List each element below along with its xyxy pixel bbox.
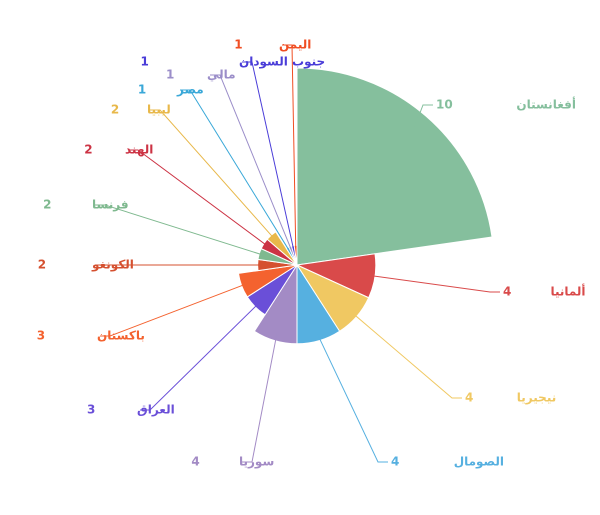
slice: [253, 263, 298, 345]
data-label-name: مالي: [207, 68, 236, 82]
data-label-name: الهند: [125, 143, 153, 157]
leader-line: [316, 332, 388, 463]
data-label-value: 2: [111, 103, 119, 117]
leader-line: [412, 104, 433, 132]
data-label-value: 3: [37, 329, 45, 343]
data-label-value: 4: [191, 455, 199, 469]
leader-line: [242, 61, 294, 248]
data-label-value: 1: [234, 38, 242, 52]
data-label-name: جنوب السودان: [239, 55, 325, 70]
data-label-name: ليبيا: [147, 103, 171, 117]
data-label-name: سوريا: [239, 455, 274, 470]
leader-line: [210, 74, 292, 249]
data-label-value: 4: [391, 455, 399, 469]
slice: [296, 67, 493, 266]
data-label-value: 3: [87, 403, 95, 417]
data-label-name: باكستان: [97, 329, 145, 343]
data-label-name: الكونغو: [91, 258, 134, 273]
leader-line: [242, 332, 278, 463]
data-label-value: 10: [436, 98, 453, 112]
data-label-value: 2: [43, 198, 51, 212]
data-label-value: 1: [140, 55, 148, 69]
data-label-value: 4: [465, 391, 473, 405]
leader-line: [140, 302, 260, 411]
data-label-name: العراق: [137, 403, 175, 417]
leader-line: [367, 274, 500, 293]
data-label-value: 4: [503, 285, 511, 299]
leader-line: [282, 44, 297, 248]
leader-line: [180, 89, 289, 250]
data-label-name: نيجيريا: [517, 391, 556, 405]
data-label-value: 1: [166, 68, 174, 82]
data-label-name: اليمن: [279, 38, 311, 52]
leader-line: [128, 149, 268, 247]
data-label-value: 1: [138, 83, 146, 97]
data-label-name: ألمانيا: [550, 284, 585, 299]
data-label-name: أفغانستان: [516, 97, 576, 112]
data-label-value: 2: [38, 258, 46, 272]
data-label-name: مصر: [176, 83, 204, 97]
data-label-value: 2: [84, 143, 92, 157]
leader-line: [95, 204, 264, 256]
leader-line: [100, 283, 248, 337]
data-label-name: الصومال: [454, 455, 504, 470]
leader-line: [350, 311, 462, 399]
data-label-name: فرنسا: [92, 198, 129, 212]
leader-line: [150, 109, 275, 239]
